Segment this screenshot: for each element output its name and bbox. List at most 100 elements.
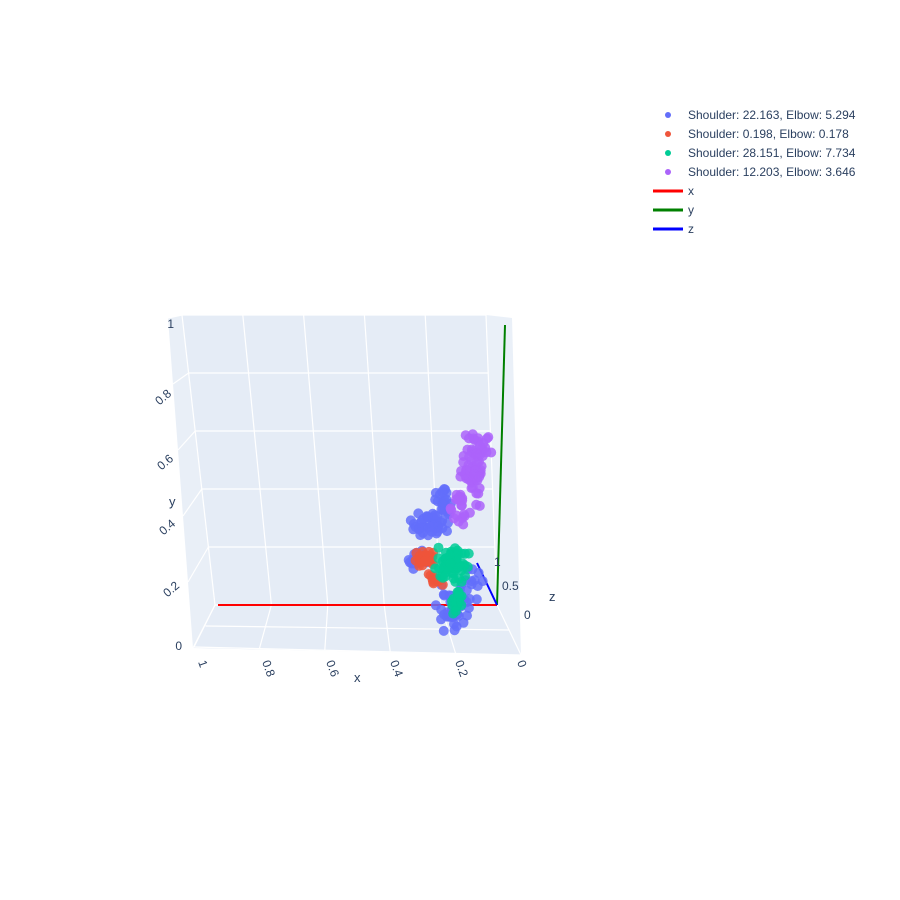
legend-label: Shoulder: 0.198, Elbow: 0.178 [688,127,849,141]
gridline-y-left [177,430,196,451]
x-tick-label: 1 [195,658,211,669]
left-wall-plane [168,315,215,648]
legend-marker-swatch [665,112,671,118]
data-point[interactable] [456,466,467,476]
data-point[interactable] [472,581,483,591]
gridline-x-back [242,314,272,606]
legend-item[interactable]: z [653,222,694,236]
data-point[interactable] [481,447,492,458]
data-point[interactable] [439,609,450,620]
data-point[interactable] [471,448,482,459]
legend-label: x [688,184,694,198]
legend-item[interactable]: Shoulder: 28.151, Elbow: 7.734 [665,146,856,160]
data-point[interactable] [426,526,437,537]
data-point[interactable] [420,556,431,567]
data-point[interactable] [458,617,469,628]
z-tick-label: 1 [494,555,501,569]
gridline-x-back [363,314,385,606]
x-tick-label: 0.8 [259,658,278,679]
gridline-y-left [182,488,203,517]
gridline-y-left [187,546,209,583]
side-wall-plane [486,315,521,655]
legend-label: z [688,222,694,236]
data-point[interactable] [459,509,469,520]
data-point[interactable] [471,594,482,605]
x-tick-label: 0.2 [452,658,471,679]
legend-item[interactable]: Shoulder: 12.203, Elbow: 3.646 [665,165,856,179]
data-point[interactable] [473,488,484,499]
data-point[interactable] [438,625,449,636]
data-point[interactable] [474,471,485,482]
data-point[interactable] [439,590,450,601]
data-point[interactable] [433,563,444,573]
data-point[interactable] [428,571,439,582]
data-point[interactable] [437,486,448,497]
gridline-y-left [172,372,189,385]
data-point[interactable] [433,542,444,553]
legend-item[interactable]: x [653,184,694,198]
gridline-y-left [167,314,183,319]
z-axis-title: z [549,589,556,604]
data-point[interactable] [460,548,470,559]
legend-item[interactable]: y [653,203,694,217]
legend-label: y [688,203,694,217]
gridline-z-floor [193,646,522,656]
y-tick-label: 0 [175,639,182,653]
legend-label: Shoulder: 28.151, Elbow: 7.734 [688,146,856,160]
scene-background [168,315,521,655]
z-tick-label: 0.5 [502,579,519,593]
legend-item[interactable]: Shoulder: 0.198, Elbow: 0.178 [665,127,849,141]
series-markers[interactable] [430,542,474,619]
data-point[interactable] [475,440,485,451]
data-point[interactable] [445,503,456,514]
series-markers[interactable] [445,429,497,530]
data-point[interactable] [449,625,460,636]
legend-marker-swatch [665,169,671,175]
y-tick-label: 1 [167,317,174,331]
y-tick-label: 0.2 [160,578,182,600]
data-point[interactable] [445,558,456,569]
data-point[interactable] [464,594,475,604]
axis-line-y [496,324,506,606]
data-point[interactable] [405,515,416,526]
data-point[interactable] [473,567,484,578]
data-point[interactable] [445,550,456,561]
gridline-x-back [181,314,216,606]
data-point[interactable] [447,600,458,611]
legend-label: Shoulder: 12.203, Elbow: 3.646 [688,165,856,179]
gridline-y-left [192,604,216,649]
data-point[interactable] [463,603,474,613]
data-point[interactable] [440,571,451,582]
x-axis-title: x [354,670,361,685]
scene-axis-titles: x y z [169,494,556,685]
scene-markers[interactable] [403,429,497,636]
legend-item[interactable]: Shoulder: 22.163, Elbow: 5.294 [665,108,856,122]
gridline-x-back [485,314,498,606]
z-tick-label: 0 [524,608,531,622]
data-point[interactable] [474,500,485,511]
y-tick-label: 0.8 [152,386,174,408]
legend-marker-swatch [665,131,671,137]
x-tick-label: 0.4 [387,658,406,679]
y-tick-label: 0.4 [156,516,178,538]
data-point[interactable] [449,513,459,524]
legend-label: Shoulder: 22.163, Elbow: 5.294 [688,108,856,122]
data-point[interactable] [468,433,479,444]
x-tick-label: 0 [514,658,530,669]
data-point[interactable] [418,513,429,524]
scene-gridlines [167,314,522,656]
y-tick-label: 0.6 [154,451,176,473]
data-point[interactable] [432,511,443,522]
x-tick-label: 0.6 [323,658,342,679]
data-point[interactable] [453,562,463,573]
y-axis-title: y [169,494,176,509]
legend-marker-swatch [665,150,671,156]
gridline-x-back [303,314,329,606]
data-point[interactable] [451,489,462,500]
data-point[interactable] [448,573,459,584]
data-point[interactable] [453,588,464,599]
data-point[interactable] [410,555,421,566]
legend[interactable]: Shoulder: 22.163, Elbow: 5.294 Shoulder: … [653,108,856,236]
